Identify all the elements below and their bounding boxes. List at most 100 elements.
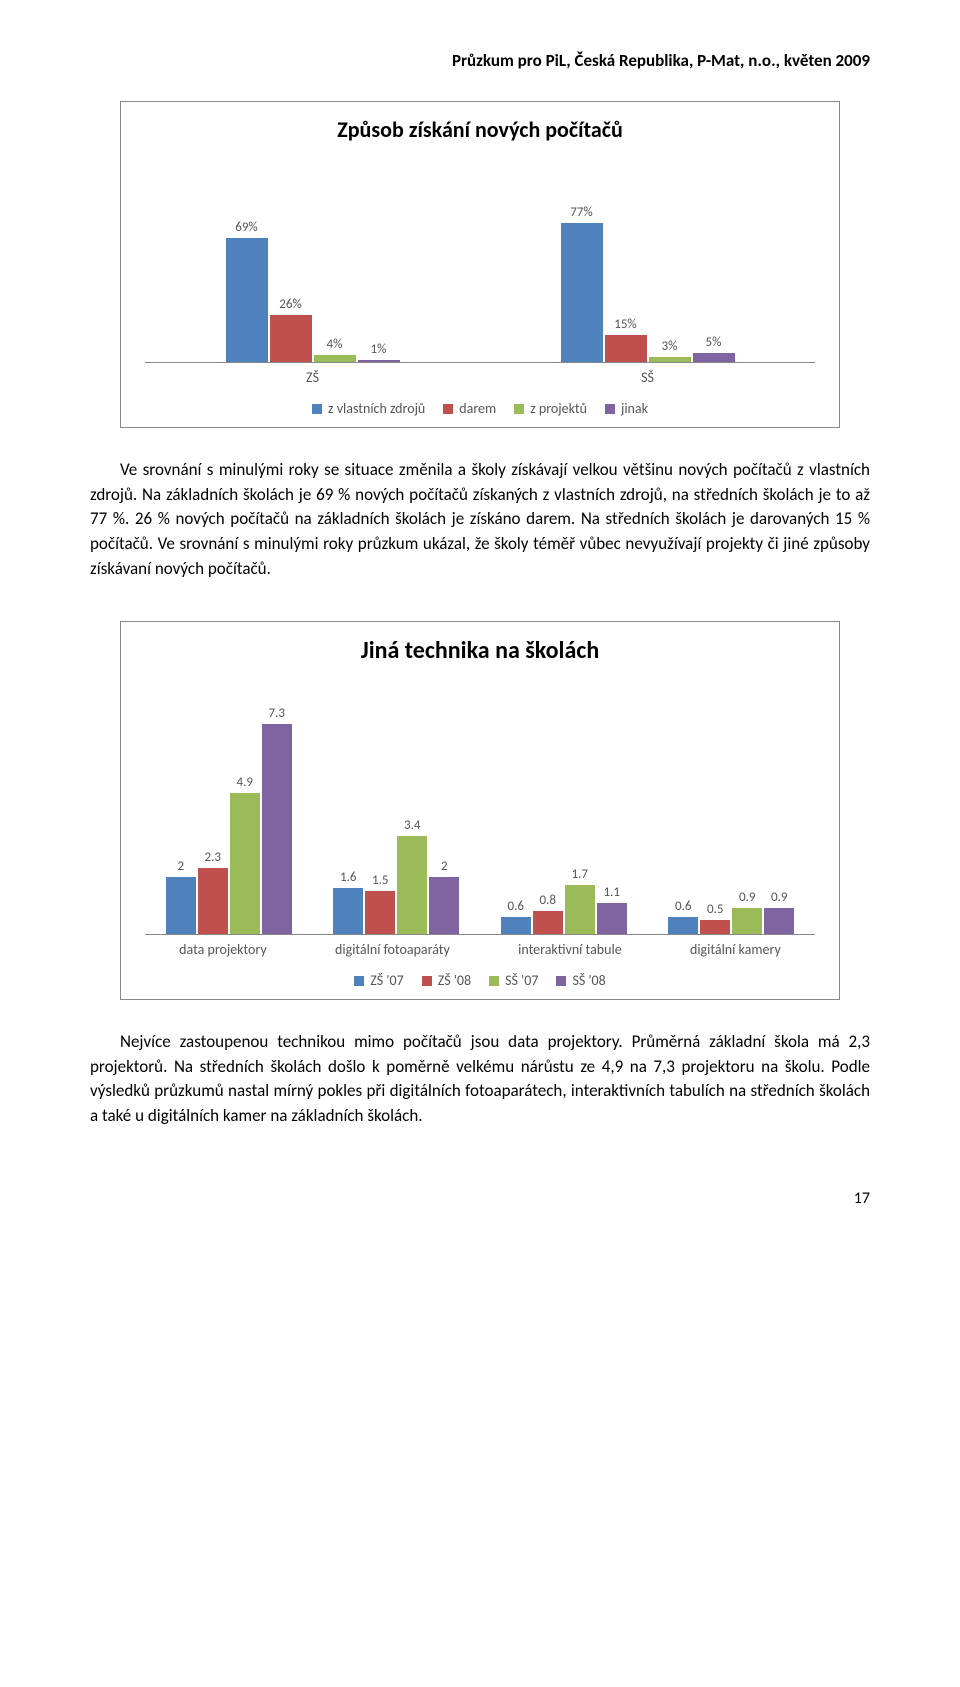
legend-swatch — [312, 404, 322, 414]
legend-swatch — [514, 404, 524, 414]
bar-group: 2 2.3 4.9 7.3 — [166, 706, 292, 934]
bar-value-label: 1% — [371, 342, 387, 357]
legend-item: SŠ '07 — [489, 972, 538, 989]
bar-value-label: 1.5 — [372, 873, 388, 888]
bar-value-label: 77% — [570, 205, 592, 220]
chart1-legend: z vlastních zdrojů darem z projektů jinak — [135, 400, 825, 417]
x-category-label: ZŠ — [306, 369, 319, 386]
bar-value-label: 1.6 — [340, 870, 356, 885]
legend-swatch — [354, 976, 364, 986]
bar: 0.8 — [533, 893, 563, 934]
bar: 0.9 — [764, 890, 794, 934]
bar: 1.5 — [365, 873, 395, 934]
bar: 15% — [605, 317, 647, 362]
bar: 3% — [649, 339, 691, 362]
page-header: Průzkum pro PiL, Česká Republika, P-Mat,… — [90, 50, 870, 71]
legend-swatch — [422, 976, 432, 986]
chart1-xaxis: ZŠ SŠ — [145, 369, 815, 386]
bar-value-label: 2.3 — [205, 850, 221, 865]
bar-value-label: 2 — [441, 859, 448, 874]
legend-label: ZŠ '08 — [438, 972, 471, 989]
legend-label: z projektů — [530, 400, 587, 417]
legend-label: SŠ '08 — [572, 972, 605, 989]
legend-label: ZŠ '07 — [370, 972, 403, 989]
chart1-plot: 69% 26% 4% 1% 77% 15% 3% 5% — [145, 163, 815, 363]
chart2-title: Jiná technika na školách — [135, 636, 825, 665]
bar: 26% — [270, 297, 312, 362]
bar: 1.1 — [597, 885, 627, 935]
bar: 69% — [226, 220, 268, 362]
bar-value-label: 4% — [327, 337, 343, 352]
chart2-legend: ZŠ '07 ZŠ '08 SŠ '07 SŠ '08 — [135, 972, 825, 989]
bar: 3.4 — [397, 818, 427, 934]
bar: 0.6 — [501, 899, 531, 934]
bar-group: 1.6 1.5 3.4 2 — [333, 818, 459, 934]
bar: 1% — [358, 342, 400, 362]
bar: 0.9 — [732, 890, 762, 934]
bar-value-label: 1.7 — [572, 867, 588, 882]
legend-item: ZŠ '07 — [354, 972, 403, 989]
bar: 7.3 — [262, 706, 292, 934]
bar: 77% — [561, 205, 603, 362]
bar-group: 0.6 0.8 1.7 1.1 — [501, 867, 627, 934]
bar-value-label: 26% — [279, 297, 301, 312]
legend-label: z vlastních zdrojů — [328, 400, 425, 417]
page-number: 17 — [90, 1189, 870, 1208]
legend-swatch — [489, 976, 499, 986]
legend-label: SŠ '07 — [505, 972, 538, 989]
x-category-label: SŠ — [641, 369, 654, 386]
bar-value-label: 4.9 — [237, 775, 253, 790]
bar: 5% — [693, 335, 735, 362]
legend-swatch — [605, 404, 615, 414]
bar: 4% — [314, 337, 356, 362]
bar: 2 — [429, 859, 459, 935]
bar-value-label: 0.8 — [540, 893, 556, 908]
bar-value-label: 0.6 — [675, 899, 691, 914]
legend-item: z projektů — [514, 400, 587, 417]
chart1-title: Způsob získání nových počítačů — [135, 116, 825, 143]
paragraph-2: Nejvíce zastoupenou technikou mimo počít… — [90, 1030, 870, 1129]
bar-group: 77% 15% 3% 5% — [561, 205, 735, 362]
bar: 2.3 — [198, 850, 228, 934]
bar-group: 0.6 0.5 0.9 0.9 — [668, 890, 794, 934]
chart-zpusob-ziskani: Způsob získání nových počítačů 69% 26% 4% 1… — [120, 101, 840, 428]
bar: 1.6 — [333, 870, 363, 934]
bar-value-label: 1.1 — [604, 885, 620, 900]
bar: 0.6 — [668, 899, 698, 934]
bar: 2 — [166, 859, 196, 935]
legend-swatch — [443, 404, 453, 414]
chart-jina-technika: Jiná technika na školách 22.34.97.31.61.… — [120, 621, 840, 1000]
bar-value-label: 7.3 — [269, 706, 285, 721]
legend-item: SŠ '08 — [556, 972, 605, 989]
legend-item: ZŠ '08 — [422, 972, 471, 989]
bar-group: 69% 26% 4% 1% — [226, 220, 400, 362]
bar-value-label: 3% — [662, 339, 678, 354]
x-category-label: digitální fotoaparáty — [335, 941, 450, 958]
x-category-label: data projektory — [179, 941, 267, 958]
bar: 0.5 — [700, 902, 730, 934]
legend-swatch — [556, 976, 566, 986]
x-category-label: interaktivní tabule — [518, 941, 622, 958]
bar-value-label: 0.5 — [707, 902, 723, 917]
bar-value-label: 2 — [177, 859, 184, 874]
bar-value-label: 3.4 — [404, 818, 420, 833]
paragraph-1: Ve srovnání s minulými roky se situace z… — [90, 458, 870, 581]
legend-item: z vlastních zdrojů — [312, 400, 425, 417]
paragraph-1-text: Ve srovnání s minulými roky se situace z… — [90, 458, 870, 581]
legend-item: darem — [443, 400, 496, 417]
bar-value-label: 0.6 — [508, 899, 524, 914]
bar-value-label: 15% — [614, 317, 636, 332]
bar-value-label: 0.9 — [771, 890, 787, 905]
bar-value-label: 0.9 — [739, 890, 755, 905]
chart2-plot: 22.34.97.31.61.53.420.60.81.71.10.60.50.… — [145, 685, 815, 935]
bar: 1.7 — [565, 867, 595, 934]
chart2-xaxis: data projektory digitální fotoaparáty inte… — [145, 941, 815, 958]
paragraph-2-text: Nejvíce zastoupenou technikou mimo počít… — [90, 1030, 870, 1129]
bar: 4.9 — [230, 775, 260, 934]
bar-value-label: 69% — [235, 220, 257, 235]
legend-label: jinak — [621, 400, 648, 417]
legend-label: darem — [459, 400, 496, 417]
bar-value-label: 5% — [706, 335, 722, 350]
legend-item: jinak — [605, 400, 648, 417]
x-category-label: digitální kamery — [690, 941, 781, 958]
